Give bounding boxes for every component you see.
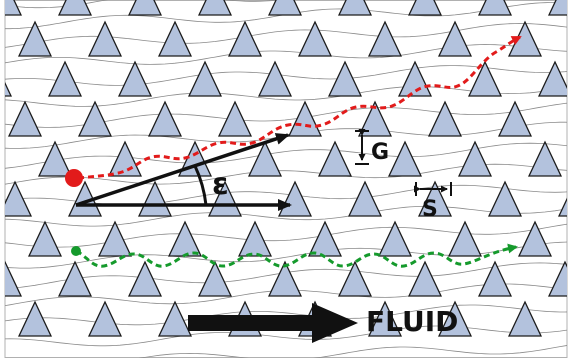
upper-particle-path (77, 35, 522, 180)
triangle-post-icon (337, 260, 373, 297)
fluid-flow-arrow (188, 303, 358, 343)
triangle-post-icon (257, 60, 293, 97)
triangle-post-icon (297, 20, 333, 57)
triangle-post-icon (447, 220, 483, 257)
triangle-post-icon (477, 260, 513, 297)
gap-label: G (371, 140, 389, 165)
triangle-post-icon (287, 100, 323, 137)
triangle-post-icon (367, 20, 403, 57)
triangle-post-icon (17, 20, 53, 57)
triangle-post-icon (37, 140, 73, 177)
triangle-post-icon (437, 300, 473, 337)
triangle-post-icon (97, 220, 133, 257)
streamline (5, 0, 282, 9)
angle-arc (193, 165, 208, 206)
triangle-post-icon (547, 0, 567, 16)
triangle-post-icon (367, 300, 403, 337)
spacing-label: S (422, 197, 438, 222)
triangle-post-icon (87, 20, 123, 57)
streamline (138, 345, 567, 358)
triangle-post-icon (547, 260, 567, 297)
triangle-post-icon (197, 0, 233, 16)
triangle-post-icon (427, 100, 463, 137)
triangle-post-icon (217, 100, 253, 137)
triangle-post-icon (5, 180, 33, 217)
tilt-vector-arrow (75, 133, 290, 207)
triangle-post-icon (77, 100, 113, 137)
triangle-post-icon (337, 0, 373, 16)
triangle-post-icon (127, 0, 163, 16)
triangle-post-icon (107, 140, 143, 177)
triangle-post-icon (417, 180, 453, 217)
fluid-label: FLUID (366, 305, 458, 338)
triangle-post-icon (0, 142, 1, 176)
triangle-post-icon (377, 220, 413, 257)
triangle-post-icon (397, 60, 433, 97)
triangle-post-icon (17, 300, 53, 337)
angle-label: ε (212, 167, 229, 202)
streamline (5, 142, 567, 169)
lower-particle-path (75, 243, 518, 268)
triangle-post-icon (5, 81, 13, 97)
triangle-post-icon (197, 260, 233, 297)
triangle-post-icon (267, 0, 303, 16)
streamline (5, 23, 567, 48)
triangle-post-icon (387, 140, 423, 177)
triangle-post-icon (5, 260, 23, 297)
triangle-post-icon (437, 20, 473, 57)
triangle-post-icon (327, 60, 363, 97)
triangle-post-icon (7, 100, 43, 137)
streamline (5, 223, 567, 248)
triangle-post-icon (267, 260, 303, 297)
triangle-post-icon (57, 0, 93, 16)
triangle-post-icon (467, 60, 503, 97)
triangle-post-icon (127, 260, 163, 297)
triangle-post-icon (407, 0, 443, 16)
triangle-post-icon (157, 20, 193, 57)
triangle-post-icon (57, 260, 93, 297)
triangle-post-icon (357, 100, 393, 137)
triangle-post-icon (507, 300, 543, 337)
triangle-post-icon (407, 260, 443, 297)
triangle-post-icon (557, 197, 567, 217)
lower-particle-dot (71, 246, 81, 256)
triangle-post-icon (137, 180, 173, 217)
triangle-post-icon (87, 300, 123, 337)
triangle-post-icon (117, 60, 153, 97)
triangle-post-icon (497, 100, 533, 137)
triangle-post-icon (237, 220, 273, 257)
triangle-post-icon (477, 0, 513, 16)
triangle-post-icon (487, 180, 523, 217)
triangle-post-icon (27, 220, 63, 257)
triangle-post-icon (247, 140, 283, 177)
upper-particle-dot (65, 169, 83, 187)
triangle-post-icon (227, 20, 263, 57)
triangle-post-icon (537, 60, 567, 97)
triangle-post-icon (347, 180, 383, 217)
triangle-post-icon (157, 300, 193, 337)
triangle-post-icon (517, 220, 553, 257)
triangle-post-icon (147, 100, 183, 137)
post-array (0, 0, 567, 337)
streamline (5, 325, 567, 347)
triangle-post-icon (527, 140, 563, 177)
triangle-post-icon (317, 140, 353, 177)
triangle-post-icon (5, 0, 23, 16)
triangle-post-icon (207, 180, 243, 217)
streamline (5, 44, 567, 65)
triangle-post-icon (187, 60, 223, 97)
streamline (5, 205, 567, 227)
triangle-post-icon (47, 60, 83, 97)
triangle-post-icon (457, 140, 493, 177)
